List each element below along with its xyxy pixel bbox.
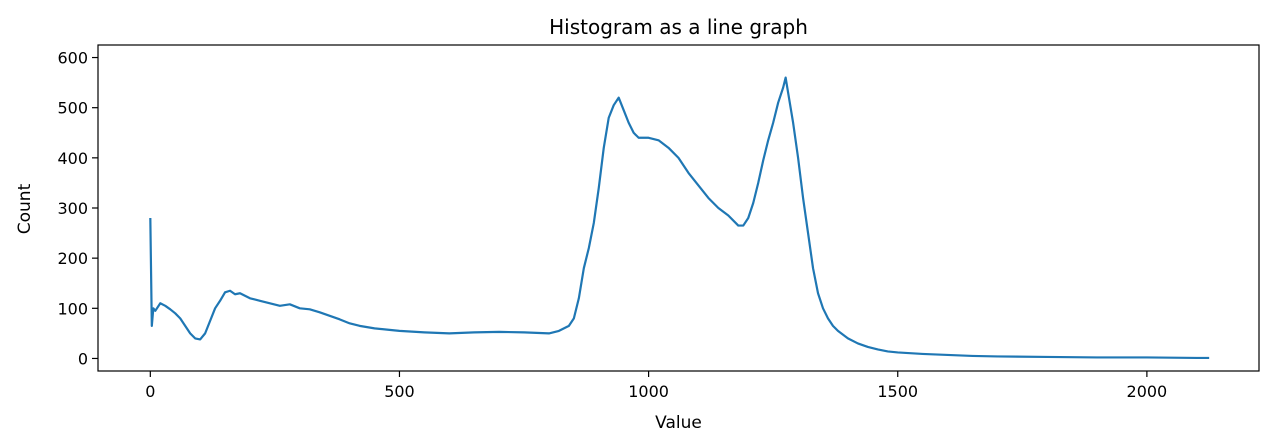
x-tick-label: 2000 [1127, 382, 1168, 401]
x-tick-label: 0 [145, 382, 155, 401]
y-tick-label: 400 [57, 149, 88, 168]
y-tick-label: 600 [57, 49, 88, 68]
y-axis-ticks: 0 100 200 300 400 500 600 [57, 49, 98, 368]
x-tick-label: 1500 [877, 382, 918, 401]
plot-area [97, 44, 1260, 372]
x-axis-label: Value [655, 413, 702, 433]
x-tick-label: 500 [384, 382, 415, 401]
series-line-0 [149, 76, 1210, 360]
y-axis-label: Count [15, 183, 35, 234]
y-tick-label: 0 [78, 349, 88, 368]
y-tick-label: 500 [57, 99, 88, 118]
x-axis-ticks: 0 500 1000 1500 2000 [145, 371, 1167, 401]
y-tick-label: 100 [57, 299, 88, 318]
chart-title: Histogram as a line graph [549, 15, 808, 39]
y-tick-label: 300 [57, 199, 88, 218]
y-tick-label: 200 [57, 249, 88, 268]
axes-frame [97, 44, 1260, 372]
x-tick-label: 1000 [628, 382, 669, 401]
